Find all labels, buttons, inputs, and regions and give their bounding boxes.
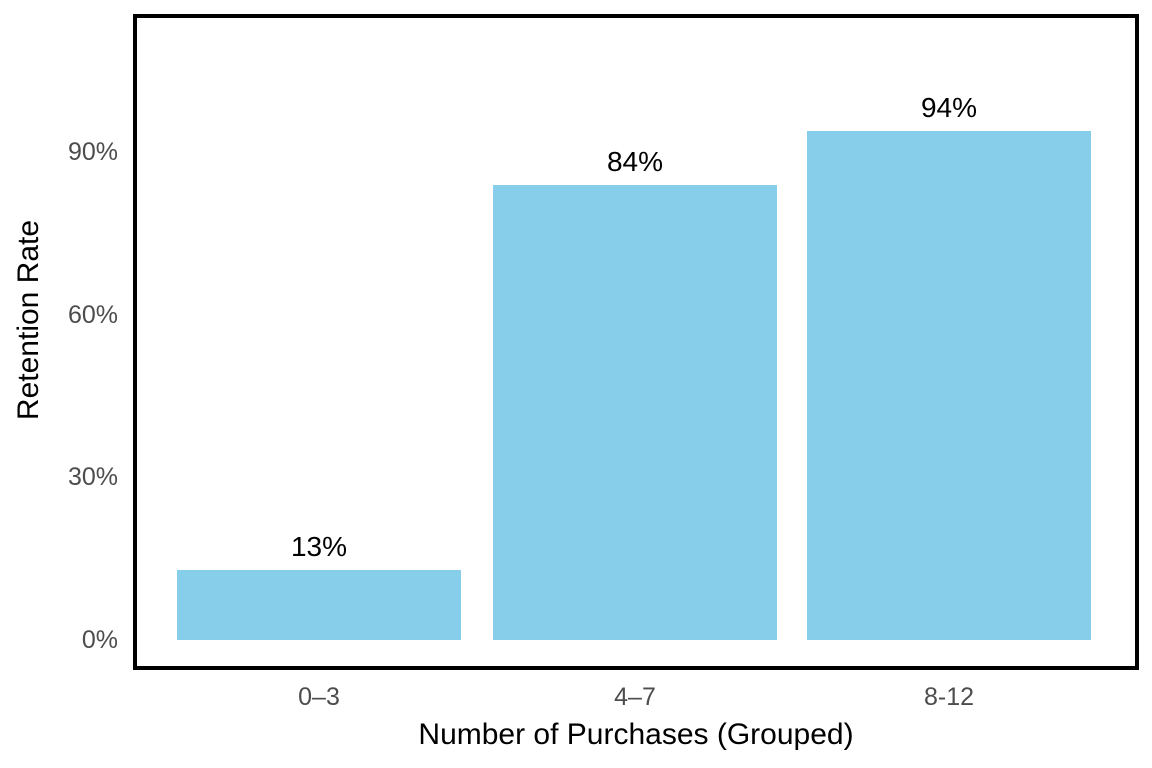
bar-0–3 — [177, 570, 461, 640]
bar-4–7 — [493, 185, 777, 640]
x-axis-title: Number of Purchases (Grouped) — [418, 718, 854, 751]
y-tick-label: 0% — [81, 626, 118, 654]
bar-8-12 — [807, 131, 1091, 640]
bar-value-label: 13% — [290, 531, 348, 562]
y-tick-label: 90% — [67, 138, 118, 167]
y-tick-label: 30% — [67, 463, 118, 492]
x-tick-label: 0–3 — [298, 683, 340, 711]
x-tick-label: 4–7 — [614, 683, 656, 711]
bar-value-label: 84% — [606, 146, 664, 177]
bar-value-label: 94% — [920, 92, 978, 123]
y-tick-label: 60% — [67, 300, 118, 329]
plot-panel: 13% 84% 94% — [133, 14, 1139, 670]
x-tick-label: 8-12 — [923, 683, 975, 711]
